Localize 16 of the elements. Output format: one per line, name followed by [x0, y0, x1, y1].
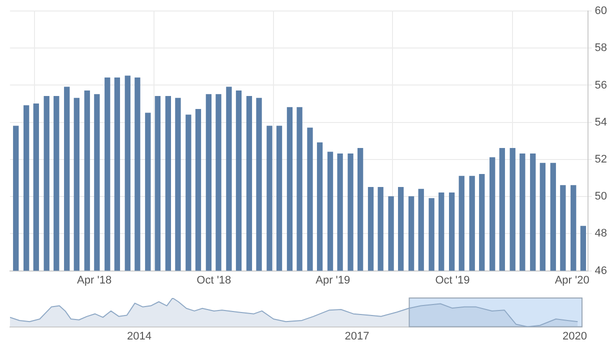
x-tick-label: Oct '18 [196, 274, 232, 286]
y-tick-label: 54 [594, 116, 608, 128]
y-tick-label: 52 [594, 153, 608, 166]
y-tick-label: 48 [594, 228, 608, 240]
x-tick-label: 2017 [344, 330, 370, 342]
x-tick-label: Apr '18 [77, 274, 112, 286]
y-tick-label: 56 [594, 79, 608, 92]
y-tick-label: 58 [594, 42, 608, 54]
y-tick-label: 50 [594, 190, 608, 203]
x-tick-label: Apr '19 [316, 274, 350, 286]
x-tick-label: 2020 [562, 330, 588, 342]
y-tick-label: 46 [594, 264, 608, 277]
x-tick-label: 2014 [126, 330, 152, 342]
x-tick-label: Apr '20 [554, 274, 590, 286]
x-tick-label: Oct '19 [435, 274, 470, 286]
y-tick-label: 60 [594, 5, 608, 18]
